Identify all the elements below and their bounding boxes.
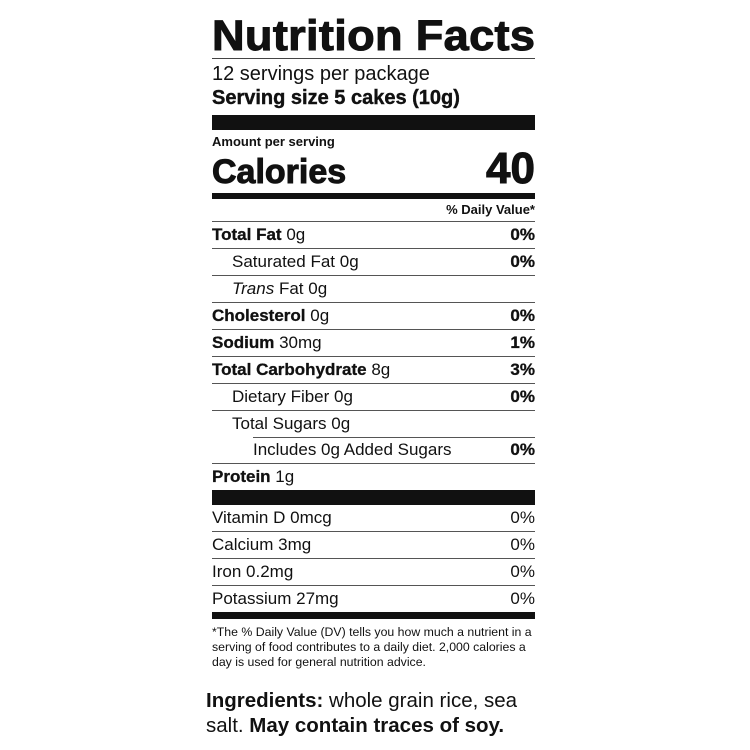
- nutrient-name: Cholesterol: [212, 306, 306, 325]
- calories-row: Calories 40: [211, 144, 536, 193]
- nutrient-row-sodium: Sodium 30mg 1%: [212, 329, 535, 356]
- nutrient-name: Sodium: [212, 333, 275, 352]
- nutrient-row-cholesterol: Cholesterol 0g 0%: [212, 302, 535, 329]
- nutrient-amount: 1g: [275, 467, 295, 486]
- thick-divider: [212, 490, 535, 505]
- nutrient-name: Includes 0g Added Sugars: [253, 440, 452, 459]
- nutrient-amount: 0g: [339, 252, 359, 271]
- nutrient-dv: 0%: [510, 252, 535, 271]
- vitamin-row-vitamin-d: Vitamin D 0mcg 0%: [212, 505, 535, 531]
- thick-divider: [212, 115, 535, 130]
- ingredients-text: whole grain rice, sea salt.: [206, 689, 518, 737]
- nutrient-row-added-sugars: Includes 0g Added Sugars 0%: [212, 437, 535, 463]
- nutrition-facts-label: Nutrition Facts 12 servings per package …: [211, 14, 536, 670]
- vitamin-row-iron: Iron 0.2mg 0%: [212, 558, 535, 585]
- nutrient-row-protein: Protein 1g: [212, 463, 535, 490]
- vitamin-amount: 3mg: [278, 535, 312, 554]
- nutrient-dv: 0%: [510, 387, 535, 406]
- vitamin-dv: 0%: [510, 589, 535, 608]
- vitamin-name: Calcium: [212, 535, 274, 554]
- nutrient-dv: 1%: [510, 333, 535, 352]
- nutrient-name-rest: Fat: [278, 279, 304, 298]
- nutrient-name: Trans: [232, 279, 275, 298]
- vitamin-dv: 0%: [510, 562, 535, 581]
- nutrient-name: Saturated Fat: [232, 252, 336, 271]
- medium-divider: [212, 193, 535, 199]
- serving-size: Serving size 5 cakes (10g): [212, 87, 460, 109]
- vitamin-name: Potassium: [212, 589, 292, 608]
- vitamin-amount: 0.2mg: [246, 562, 294, 581]
- nutrient-amount: 0g: [334, 387, 353, 406]
- nutrient-row-total-fat: Total Fat 0g 0%: [212, 221, 535, 248]
- vitamin-amount: 27mg: [296, 589, 339, 608]
- nutrient-name: Total Fat: [212, 225, 282, 244]
- vitamin-name: Iron: [212, 562, 242, 581]
- daily-value-header: % Daily Value*: [446, 202, 535, 217]
- nutrient-name: Total Carbohydrate: [212, 360, 367, 379]
- vitamin-amount: 0mcg: [290, 508, 332, 527]
- thick-divider: [212, 612, 535, 619]
- nutrient-dv: 0%: [510, 306, 535, 325]
- nutrient-name: Total Sugars: [232, 414, 327, 433]
- calories-value: 40: [486, 144, 536, 193]
- nutrient-dv: 0%: [510, 440, 535, 459]
- vitamin-name: Vitamin D: [212, 508, 286, 527]
- daily-value-footnote: *The % Daily Value (DV) tells you how mu…: [212, 625, 532, 669]
- nutrient-row-dietary-fiber: Dietary Fiber 0g 0%: [212, 383, 535, 410]
- nutrient-dv: 0%: [510, 225, 535, 244]
- nutrient-amount: 0g: [331, 414, 351, 433]
- divider: [212, 58, 535, 59]
- servings-per-package: 12 servings per package: [212, 63, 430, 85]
- nutrient-amount: 8g: [371, 360, 391, 379]
- calories-label: Calories: [211, 153, 347, 191]
- nutrient-name: Protein: [212, 467, 271, 486]
- vitamin-row-calcium: Calcium 3mg 0%: [212, 531, 535, 558]
- allergen-warning: May contain traces of soy.: [249, 714, 505, 737]
- vitamin-dv: 0%: [510, 535, 535, 554]
- nutrient-row-total-sugars: Total Sugars 0g: [212, 410, 535, 437]
- vitamin-row-potassium: Potassium 27mg 0%: [212, 585, 535, 612]
- nutrient-name: Dietary Fiber: [232, 387, 330, 406]
- nutrient-row-saturated-fat: Saturated Fat 0g 0%: [212, 248, 535, 275]
- nutrient-amount: 0g: [308, 279, 328, 298]
- label-title: Nutrition Facts: [211, 12, 536, 60]
- ingredients-label: Ingredients:: [206, 689, 324, 712]
- nutrient-row-trans-fat: Trans Fat 0g: [212, 275, 535, 302]
- ingredients: Ingredients: whole grain rice, sea salt.…: [206, 688, 546, 738]
- amount-per-serving: Amount per serving: [212, 134, 335, 149]
- nutrient-amount: 30mg: [279, 333, 322, 352]
- nutrient-row-total-carbohydrate: Total Carbohydrate 8g 3%: [212, 356, 535, 383]
- vitamin-dv: 0%: [510, 508, 535, 527]
- nutrient-amount: 0g: [310, 306, 330, 325]
- nutrient-dv: 3%: [510, 360, 535, 379]
- nutrient-amount: 0g: [286, 225, 306, 244]
